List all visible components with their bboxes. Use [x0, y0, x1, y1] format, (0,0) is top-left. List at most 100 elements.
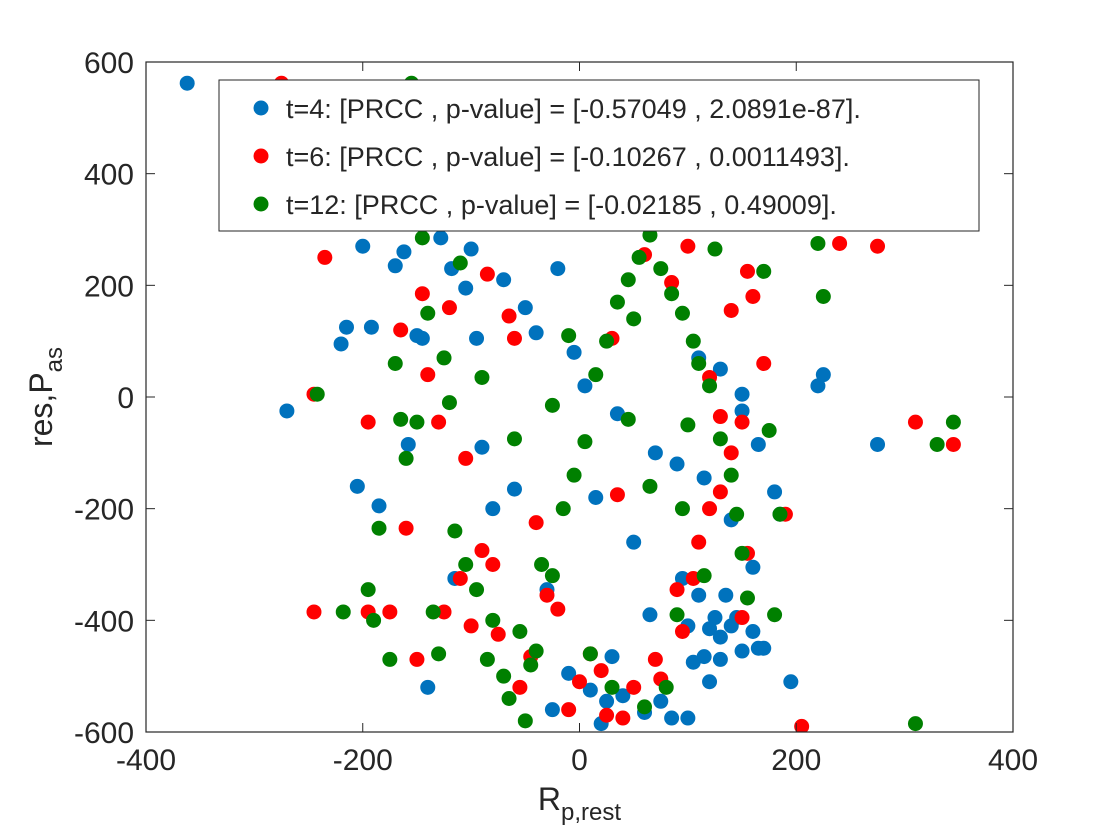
- data-point-series-3: [767, 607, 783, 623]
- data-point-series-1: [544, 702, 560, 718]
- data-point-series-3: [761, 423, 777, 438]
- data-point-series-1: [712, 651, 728, 667]
- data-point-series-2: [907, 414, 923, 430]
- data-point-series-2: [528, 515, 544, 531]
- data-point-series-2: [680, 238, 696, 254]
- data-point-series-3: [534, 557, 550, 572]
- data-point-series-3: [642, 478, 658, 494]
- data-point-series-3: [447, 523, 463, 539]
- data-point-series-3: [702, 378, 718, 394]
- data-point-series-1: [745, 624, 761, 639]
- legend: t=4: [PRCC , p-value] = [-0.57049 , 2.08…: [218, 79, 980, 232]
- data-point-series-3: [517, 713, 533, 729]
- data-point-series-2: [794, 718, 810, 732]
- data-point-series-3: [458, 557, 474, 572]
- x-tick-label: 200: [771, 744, 821, 777]
- data-point-series-3: [680, 417, 696, 433]
- data-point-series-3: [729, 506, 745, 522]
- data-point-series-1: [469, 330, 485, 346]
- data-point-series-1: [702, 674, 718, 690]
- data-point-series-2: [485, 557, 501, 572]
- data-point-series-3: [620, 272, 636, 288]
- data-point-series-3: [734, 545, 750, 561]
- data-point-series-1: [712, 629, 728, 645]
- data-point-series-1: [745, 559, 761, 575]
- data-point-series-3: [544, 568, 560, 584]
- data-point-series-3: [620, 411, 636, 427]
- x-tick-label: -400: [116, 744, 176, 777]
- data-point-series-3: [929, 436, 945, 452]
- x-axis-label: Rp,rest: [538, 781, 621, 826]
- data-point-series-1: [642, 607, 658, 623]
- data-point-series-2: [561, 702, 577, 718]
- data-point-series-2: [512, 679, 528, 695]
- data-point-series-3: [696, 568, 712, 584]
- data-point-series-1: [387, 258, 403, 274]
- data-point-series-1: [783, 674, 799, 690]
- data-point-series-2: [479, 266, 495, 282]
- data-point-series-2: [420, 367, 436, 383]
- data-point-series-1: [734, 386, 750, 402]
- data-point-series-1: [420, 679, 436, 695]
- legend-marker: [253, 148, 269, 164]
- data-point-series-2: [664, 275, 680, 291]
- x-tick-label: 400: [988, 744, 1038, 777]
- data-point-series-3: [425, 604, 441, 620]
- data-point-series-3: [582, 646, 598, 662]
- y-tick-label: -600: [74, 717, 134, 750]
- data-point-series-2: [490, 626, 506, 642]
- data-point-series-3: [609, 294, 625, 310]
- y-tick-label: -400: [74, 605, 134, 638]
- data-point-series-3: [588, 367, 604, 383]
- data-point-series-3: [685, 333, 701, 349]
- data-point-series-1: [371, 498, 387, 514]
- data-point-series-2: [945, 436, 961, 452]
- data-point-series-1: [566, 344, 582, 360]
- data-point-series-2: [739, 263, 755, 279]
- data-point-series-2: [615, 710, 631, 726]
- legend-entry: t=12: [PRCC , p-value] = [-0.02185 , 0.4…: [286, 190, 837, 220]
- data-point-series-1: [712, 361, 728, 377]
- data-point-series-1: [474, 439, 490, 455]
- data-point-series-3: [674, 501, 690, 517]
- data-point-series-1: [582, 682, 598, 698]
- data-point-series-1: [517, 300, 533, 316]
- data-point-series-2: [647, 651, 663, 667]
- data-point-series-3: [577, 434, 593, 450]
- data-point-series-2: [452, 570, 468, 586]
- data-point-series-3: [723, 467, 739, 483]
- data-point-series-2: [832, 235, 848, 251]
- data-point-series-1: [528, 325, 544, 341]
- data-point-series-3: [772, 506, 788, 522]
- data-point-series-2: [382, 604, 398, 620]
- data-point-series-3: [637, 699, 653, 715]
- data-point-series-2: [306, 604, 322, 620]
- data-point-series-2: [409, 651, 425, 667]
- data-point-series-2: [463, 618, 479, 634]
- data-point-series-1: [734, 643, 750, 659]
- data-point-series-1: [179, 75, 195, 91]
- legend-marker: [253, 196, 269, 212]
- data-point-series-1: [588, 490, 604, 505]
- data-point-series-2: [360, 414, 376, 430]
- data-point-series-3: [653, 261, 669, 277]
- data-point-series-3: [658, 679, 674, 695]
- data-point-series-1: [669, 456, 685, 472]
- legend-marker: [253, 100, 269, 116]
- data-point-series-3: [907, 716, 923, 732]
- y-axis-label: res,Pas: [23, 347, 68, 447]
- data-point-series-2: [626, 679, 642, 695]
- data-point-series-2: [431, 414, 447, 430]
- data-point-series-3: [604, 679, 620, 695]
- data-point-series-3: [631, 249, 647, 265]
- data-point-series-3: [566, 467, 582, 483]
- data-point-series-3: [691, 356, 707, 371]
- plot-area: [179, 75, 961, 732]
- data-point-series-3: [387, 356, 403, 371]
- data-point-series-1: [664, 710, 680, 726]
- data-point-series-1: [599, 693, 615, 709]
- data-point-series-3: [485, 612, 501, 628]
- data-point-series-3: [436, 350, 452, 366]
- data-point-series-2: [593, 663, 609, 679]
